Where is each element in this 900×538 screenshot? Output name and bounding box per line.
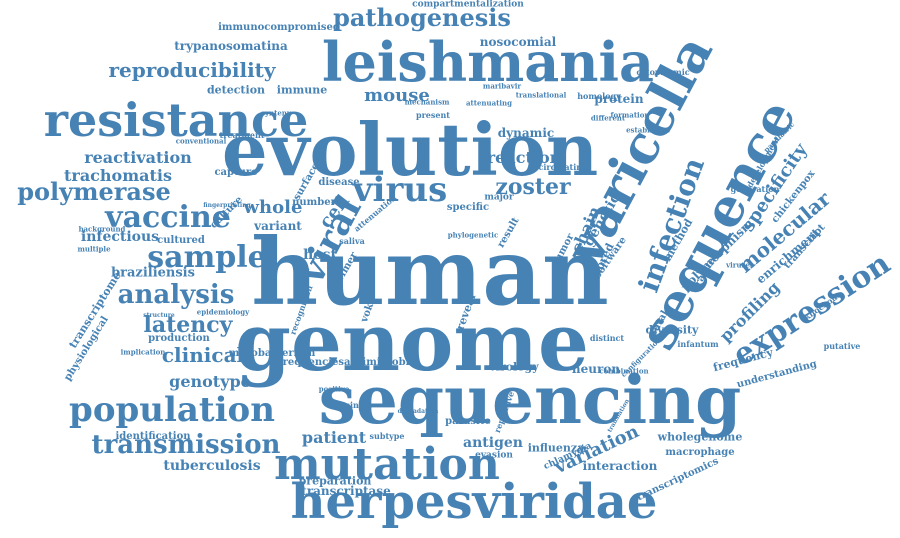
word: trachomatis: [63, 166, 173, 185]
word: diversity: [645, 323, 699, 337]
word: attenuating: [465, 98, 513, 108]
word: virology: [489, 360, 539, 374]
word: antigen: [463, 435, 523, 451]
word: whole: [243, 197, 303, 218]
word: tuberculosis: [163, 458, 261, 474]
word: trypanosomatina: [174, 39, 288, 53]
word: parasite: [445, 416, 491, 427]
word: pathogenesis: [333, 3, 511, 32]
word: conventional: [175, 136, 227, 146]
word: vaccine: [105, 200, 231, 235]
word: sequencing: [318, 361, 742, 439]
word: treatment: [219, 130, 265, 140]
word: interaction: [582, 459, 658, 473]
word: clinical: [161, 343, 245, 367]
word: nosocomial: [479, 35, 557, 49]
word: compartmentalization: [412, 0, 524, 10]
word: capture: [214, 167, 258, 178]
word: evasion: [475, 450, 513, 461]
word: infantum: [677, 339, 719, 349]
word: evolution: [221, 107, 599, 192]
word: specific: [446, 202, 490, 213]
word: transmission: [91, 430, 281, 460]
word: influenza: [527, 441, 585, 455]
word: mycobacterium: [228, 348, 316, 359]
word: mechanism: [404, 97, 450, 107]
word: saliva: [339, 236, 365, 246]
word: variant: [254, 219, 302, 233]
word: host: [303, 247, 337, 263]
word: synteny: [261, 108, 291, 118]
word: macrophage: [665, 447, 735, 458]
word: reactivation: [84, 148, 192, 167]
word: leishmania: [322, 30, 654, 94]
word: immune: [276, 83, 328, 97]
word: different: [590, 113, 626, 123]
word: structure: [143, 312, 175, 319]
word: positive: [318, 384, 350, 394]
word: zoster: [495, 174, 571, 200]
word: latency: [143, 312, 233, 338]
word: production: [148, 333, 210, 344]
word: degradation: [397, 408, 439, 415]
word: herpesviridae: [290, 474, 658, 530]
word: virus: [352, 170, 448, 210]
word: fingerprinting: [203, 202, 251, 209]
word: distinct: [589, 333, 625, 343]
word: frequenciesantimicrobial: [278, 357, 420, 368]
word: infectious: [80, 229, 160, 245]
word: population: [69, 390, 275, 430]
word: transcriptase: [301, 484, 391, 498]
word: subtype: [369, 431, 405, 441]
word: analysis: [117, 280, 235, 310]
word: putative: [823, 341, 861, 351]
word: protein: [594, 92, 644, 106]
word: resistance: [43, 93, 309, 147]
word: polymerase: [17, 177, 171, 206]
word: neuron: [571, 362, 621, 376]
word: preparation: [298, 474, 372, 488]
word: braziliensis: [111, 265, 195, 281]
word: cultured: [157, 235, 205, 246]
word: implication: [120, 347, 166, 357]
word: translational: [515, 90, 567, 100]
word: cocirculating: [528, 162, 588, 172]
word: phylogenetic: [447, 230, 499, 240]
word: maribavir: [482, 81, 522, 91]
word: detection: [206, 83, 266, 97]
word: generation: [730, 184, 780, 194]
word: reaction: [486, 148, 562, 167]
word: epidemiology: [196, 307, 250, 317]
word: establishes: [626, 125, 670, 135]
word: mutation: [274, 439, 500, 490]
word: genome: [235, 295, 589, 389]
word: multiple: [77, 244, 111, 254]
word: single: [345, 400, 373, 410]
word: background: [78, 224, 126, 234]
word: mouse: [364, 85, 430, 106]
word: major: [484, 192, 514, 203]
word: human: [251, 218, 609, 326]
word: identification: [115, 431, 191, 442]
word: wholegenome: [657, 430, 743, 444]
word: disease: [318, 177, 360, 188]
word: present: [415, 110, 451, 120]
word: patient: [301, 428, 367, 447]
word: formation: [610, 110, 650, 120]
word: homology: [577, 91, 621, 101]
word: genotype: [169, 372, 251, 391]
word: sample: [147, 240, 267, 275]
word: reproducibility: [108, 58, 276, 82]
word: dynamic: [497, 126, 555, 140]
word: number: [292, 197, 336, 208]
word: viruses: [726, 260, 754, 270]
word: cytoplasmic: [636, 67, 690, 77]
word: immunocompromised: [218, 22, 340, 33]
word: combination: [599, 366, 649, 376]
